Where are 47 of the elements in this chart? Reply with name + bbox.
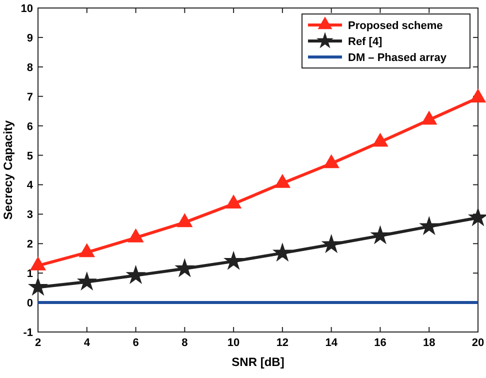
point [224, 252, 243, 270]
x-tick-label: 12 [276, 337, 289, 349]
legend-label: Ref [4] [348, 36, 383, 48]
point [324, 154, 340, 168]
point [128, 228, 144, 242]
y-axis-title: Secrecy Capacity [1, 120, 15, 220]
y-tick-label: 7 [26, 91, 33, 104]
point [78, 272, 96, 290]
point [421, 111, 437, 125]
y-tick-label: 8 [26, 62, 33, 74]
y-tick-label: 4 [26, 180, 34, 192]
y-tick-label: 5 [26, 150, 33, 162]
x-tick-label: 10 [227, 337, 240, 349]
point [273, 244, 292, 261]
y-tick-label: 1 [26, 268, 33, 280]
x-axis-title: SNR [dB] [232, 355, 284, 369]
point [372, 133, 388, 147]
point [176, 259, 194, 276]
y-tick-label: -1 [23, 327, 33, 339]
legend-label: DM – Phased array [348, 52, 448, 64]
legend-label: Proposed scheme [348, 20, 443, 32]
y-tick-label: 9 [26, 32, 33, 44]
point [28, 278, 48, 295]
x-tick-label: 2 [34, 337, 42, 349]
point [126, 266, 145, 284]
point [226, 195, 242, 209]
point [30, 256, 46, 270]
y-tick-label: 10 [20, 3, 33, 15]
point [371, 226, 390, 244]
y-tick-label: 0 [26, 298, 33, 310]
x-tick-label: 20 [472, 337, 484, 349]
x-tick-label: 14 [325, 337, 338, 349]
point [79, 244, 95, 258]
x-tick-label: 4 [84, 337, 91, 349]
y-tick-label: 2 [26, 238, 33, 251]
y-tick-label: 3 [26, 209, 33, 222]
y-tick-label: 6 [26, 120, 33, 133]
point [322, 235, 340, 252]
point [176, 214, 192, 228]
point [470, 89, 486, 102]
point [468, 208, 486, 226]
x-tick-label: 6 [132, 337, 139, 349]
x-tick-label: 16 [374, 337, 386, 349]
x-tick-label: 18 [422, 337, 436, 349]
x-tick-label: 8 [182, 337, 188, 349]
point [420, 217, 438, 234]
point [274, 174, 290, 188]
